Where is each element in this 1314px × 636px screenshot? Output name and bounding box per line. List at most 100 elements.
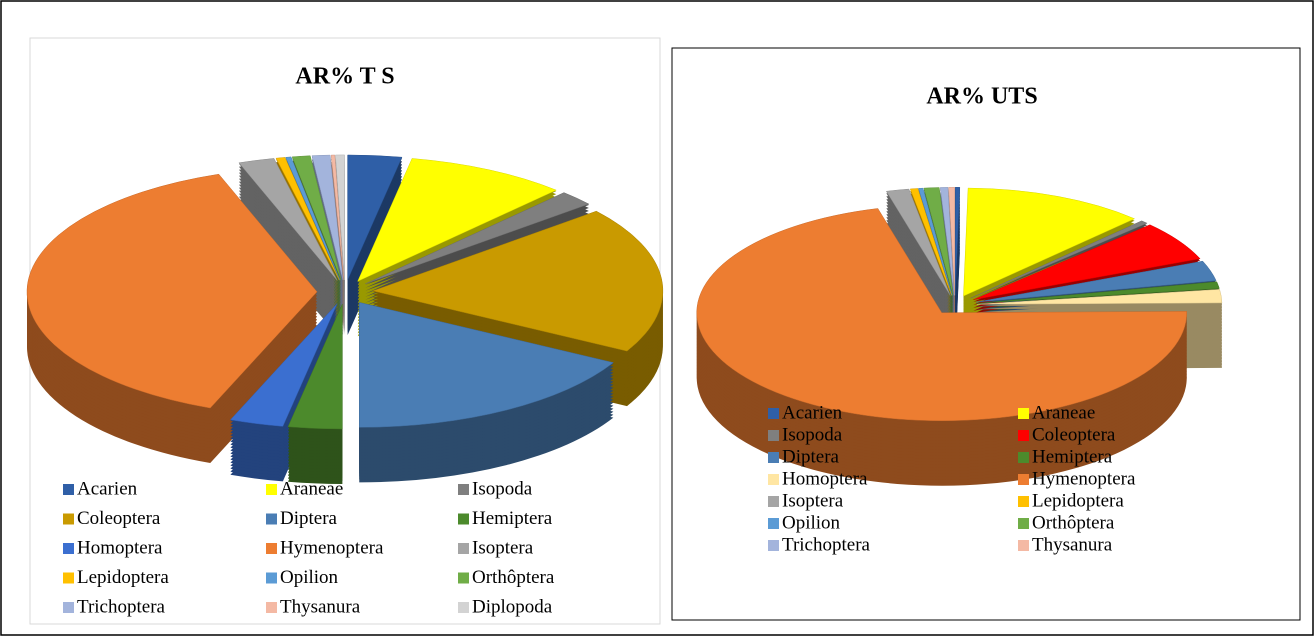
legend-label: Orthôptera [472,567,555,588]
legend-swatch [768,452,779,463]
slice-side [331,159,344,284]
slice [918,187,953,296]
slice-side [311,159,343,284]
slice [287,303,343,430]
legend-swatch [1018,540,1029,551]
slice [970,220,1148,299]
legend-label: Hemiptera [1032,446,1113,467]
slice-side [886,203,951,310]
legend-swatch [1018,408,1029,419]
slice-side [886,206,951,313]
legend-label: Opilion [782,512,841,533]
slice-side [285,157,341,282]
legend-swatch [458,513,469,525]
slice [963,187,1136,297]
slice-side [886,194,951,301]
legend-label: Acarien [77,478,138,499]
legend-swatch [266,513,277,525]
legend-label: Coleoptera [77,508,161,529]
legend-label: Diptera [280,508,338,529]
legend-swatch [63,484,74,495]
slice [939,187,955,296]
legend-label: Hemiptera [472,508,553,529]
slice [696,208,1187,421]
legend-swatch [63,572,74,584]
legend-label: Acarien [782,402,843,423]
legend-swatch [266,572,277,584]
legend-swatch [1018,452,1029,463]
chart-title: AR% T S [295,64,394,90]
slice-side [331,162,344,287]
legend-label: Coleoptera [1032,424,1116,445]
legend-swatch [266,602,277,613]
legend-swatch [63,513,74,525]
slice [371,210,664,352]
legend-swatch [63,602,74,613]
legend-swatch [1018,518,1029,529]
legend-swatch [768,518,779,529]
legend-swatch [1018,430,1029,441]
slice [229,303,338,427]
slice [347,154,403,281]
slice-side [940,192,955,301]
slice [330,154,345,280]
legend-swatch [1018,474,1029,485]
legend-swatch [63,543,74,554]
slice-side [910,190,952,298]
slice [954,187,961,296]
slice [976,289,1223,305]
legend-label: Trichoptera [77,596,166,617]
legend-label: Diptera [782,446,840,467]
legend-swatch [768,408,779,419]
slice-side [886,218,951,325]
legend-label: Orthôptera [1032,512,1115,533]
chart-title: AR% UTS [926,84,1037,110]
slice [26,173,318,409]
legend-label: Isoptera [472,537,534,558]
legend-swatch [458,543,469,554]
legend-label: Isopoda [782,424,843,445]
legend-label: Diplopoda [472,596,553,617]
slice [923,187,954,296]
legend-swatch [458,572,469,584]
slice [275,157,340,281]
slice [909,188,952,296]
slice-side [886,212,951,319]
slice [948,187,955,296]
slice-side [923,189,954,298]
legend-label: Hymenoptera [1032,468,1136,489]
slice-side [886,215,951,322]
legend-label: Homoptera [77,537,163,558]
slice [357,158,557,282]
legend-label: Opilion [280,567,339,588]
slice [335,154,345,280]
legend-swatch [768,430,779,441]
slice-side [886,209,951,316]
slice [311,154,344,281]
slice [976,281,1220,304]
legend-swatch [266,484,277,495]
legend-label: Trichoptera [782,534,871,555]
legend-label: Araneae [1032,402,1095,423]
slice [291,155,342,281]
legend-swatch [768,474,779,485]
legend-label: Lepidoptera [1032,490,1124,511]
slice-side [886,197,951,304]
slice [885,188,951,296]
legend-label: Araneae [280,478,343,499]
legend-label: Hymenoptera [280,537,384,558]
slice [976,260,1217,303]
legend-label: Isopoda [472,478,533,499]
legend-label: Thysanura [1032,534,1113,555]
legend-swatch [458,484,469,495]
slice [238,158,338,281]
slice [359,302,614,428]
legend-swatch [1018,496,1029,507]
legend-swatch [768,540,779,551]
slice-side [886,200,951,307]
legend-label: Lepidoptera [77,567,169,588]
slice [285,156,341,281]
legend-label: Thysanura [280,596,361,617]
legend-label: Homoptera [782,468,868,489]
